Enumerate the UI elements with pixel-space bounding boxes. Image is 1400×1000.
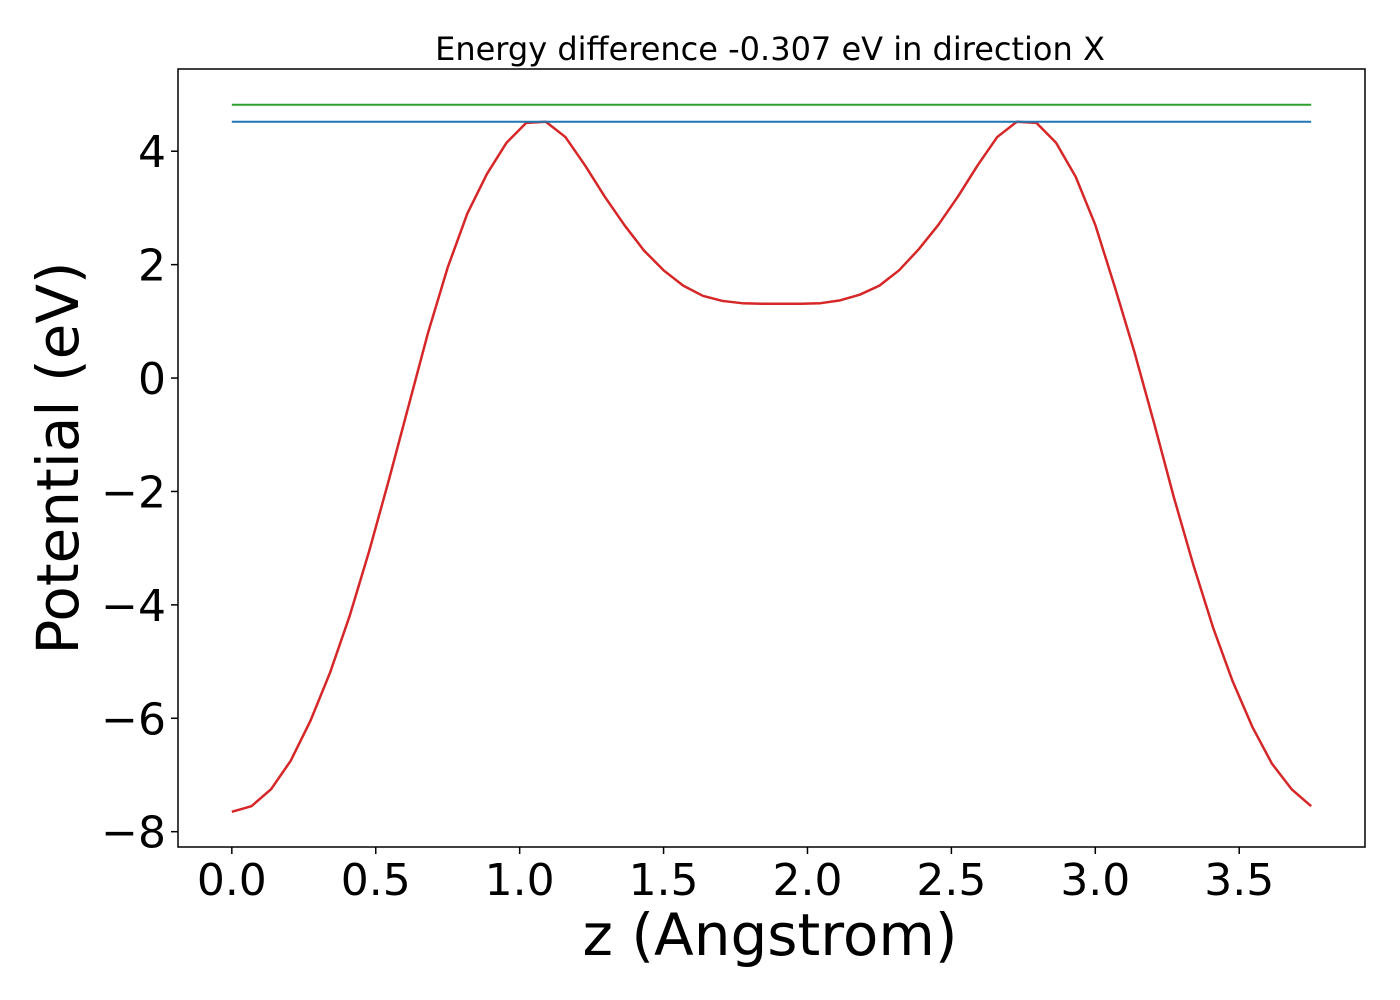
y-tick-label: −2 [101, 467, 166, 518]
y-axis-label: Potential (eV) [24, 261, 92, 654]
y-tick-label: −6 [101, 694, 166, 745]
y-tick-label: 0 [138, 354, 166, 405]
y-tick-label: 2 [138, 241, 166, 292]
x-tick-label: 3.0 [1060, 855, 1130, 906]
plot-frame [177, 68, 1366, 848]
series-group [231, 103, 1312, 814]
x-tick-label: 0.0 [197, 855, 267, 906]
x-tick-label: 0.5 [341, 855, 411, 906]
x-tick-label: 2.5 [916, 855, 986, 906]
series-line-0 [231, 120, 1312, 814]
x-tick-label: 2.0 [772, 855, 842, 906]
x-axis-label: z (Angstrom) [583, 901, 958, 969]
x-tick-label: 1.0 [485, 855, 555, 906]
plot-area [177, 68, 1366, 848]
y-axis: −8 −6 −4 −2 0 2 4 [101, 127, 178, 859]
y-tick-label: −8 [101, 808, 166, 859]
x-tick-label: 3.5 [1204, 855, 1274, 906]
chart-title: Energy difference -0.307 eV in direction… [435, 30, 1105, 68]
x-axis: 0.0 0.5 1.0 1.5 2.0 2.5 3.0 3.5 [197, 847, 1274, 906]
y-tick-label: −4 [101, 581, 166, 632]
y-tick-label: 4 [138, 127, 166, 178]
x-tick-label: 1.5 [629, 855, 699, 906]
